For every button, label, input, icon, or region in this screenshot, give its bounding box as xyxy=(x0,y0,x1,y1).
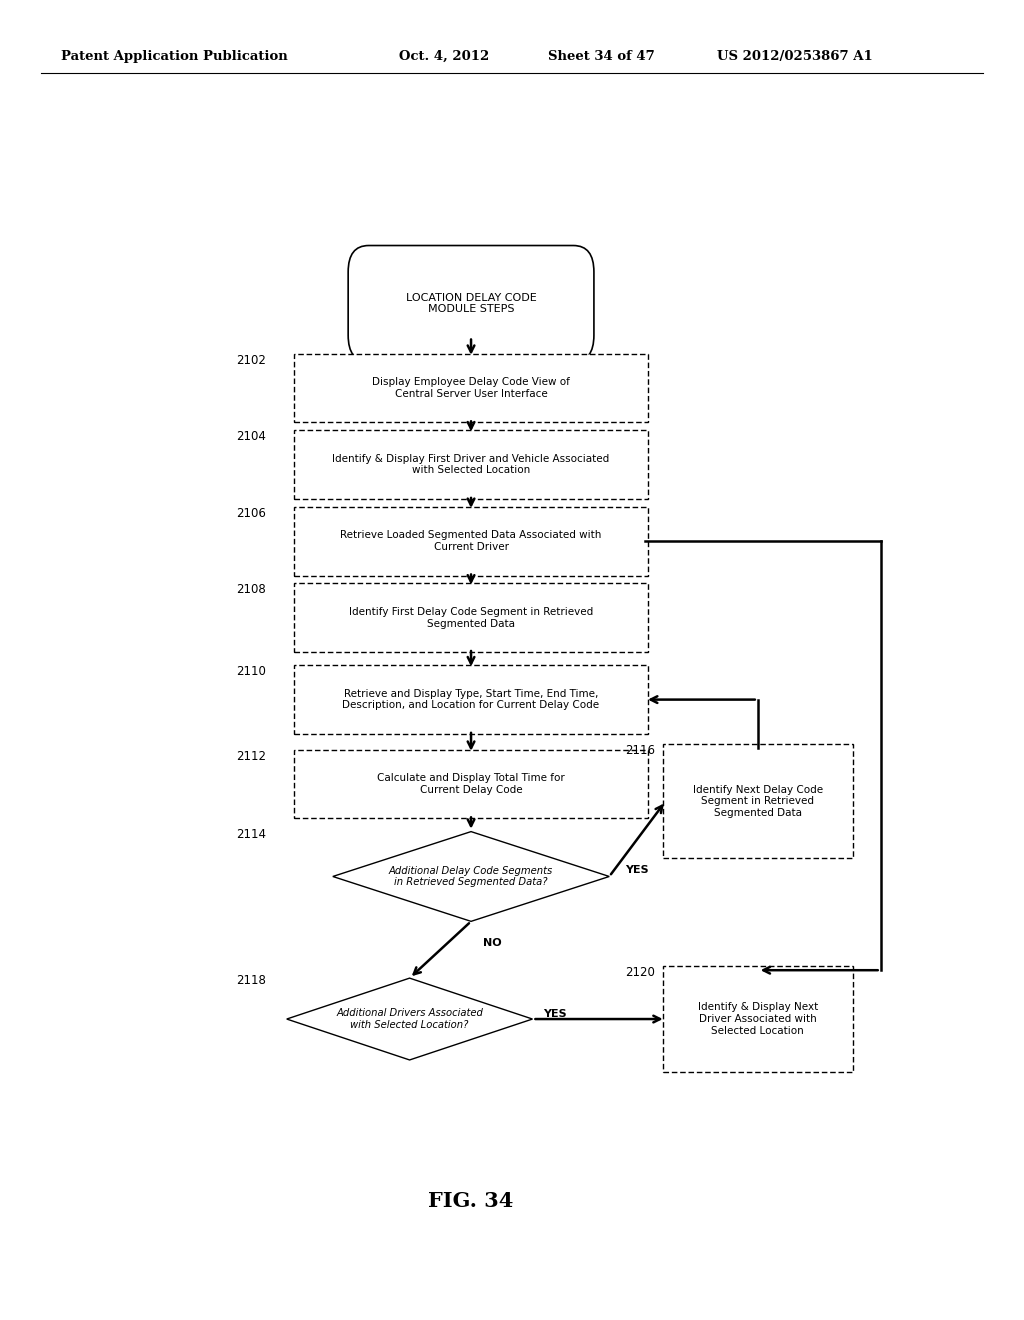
Text: FIG. 34: FIG. 34 xyxy=(428,1191,514,1212)
Text: Identify Next Delay Code
Segment in Retrieved
Segmented Data: Identify Next Delay Code Segment in Retr… xyxy=(692,784,823,818)
FancyBboxPatch shape xyxy=(294,430,648,499)
FancyBboxPatch shape xyxy=(663,744,853,858)
Text: 2110: 2110 xyxy=(237,665,266,678)
Text: 2116: 2116 xyxy=(626,744,655,758)
FancyBboxPatch shape xyxy=(294,354,648,422)
Text: Display Employee Delay Code View of
Central Server User Interface: Display Employee Delay Code View of Cent… xyxy=(372,378,570,399)
Text: 2112: 2112 xyxy=(237,750,266,763)
FancyBboxPatch shape xyxy=(294,665,648,734)
FancyBboxPatch shape xyxy=(294,507,648,576)
Text: Identify & Display First Driver and Vehicle Associated
with Selected Location: Identify & Display First Driver and Vehi… xyxy=(333,454,609,475)
Text: NO: NO xyxy=(483,939,502,948)
Text: 2114: 2114 xyxy=(237,828,266,841)
FancyBboxPatch shape xyxy=(294,750,648,818)
Text: YES: YES xyxy=(543,1008,566,1019)
Text: 2108: 2108 xyxy=(237,583,266,597)
FancyBboxPatch shape xyxy=(348,246,594,362)
Polygon shape xyxy=(333,832,609,921)
Text: 2106: 2106 xyxy=(237,507,266,520)
Text: YES: YES xyxy=(625,865,648,875)
Text: 2102: 2102 xyxy=(237,354,266,367)
FancyBboxPatch shape xyxy=(663,966,853,1072)
Text: 2118: 2118 xyxy=(237,974,266,987)
Text: US 2012/0253867 A1: US 2012/0253867 A1 xyxy=(717,50,872,63)
FancyBboxPatch shape xyxy=(294,583,648,652)
Text: Retrieve Loaded Segmented Data Associated with
Current Driver: Retrieve Loaded Segmented Data Associate… xyxy=(340,531,602,552)
Text: 2104: 2104 xyxy=(237,430,266,444)
Text: LOCATION DELAY CODE
MODULE STEPS: LOCATION DELAY CODE MODULE STEPS xyxy=(406,293,537,314)
Text: Sheet 34 of 47: Sheet 34 of 47 xyxy=(548,50,654,63)
Text: Additional Drivers Associated
with Selected Location?: Additional Drivers Associated with Selec… xyxy=(336,1008,483,1030)
Text: Patent Application Publication: Patent Application Publication xyxy=(61,50,288,63)
Text: Retrieve and Display Type, Start Time, End Time,
Description, and Location for C: Retrieve and Display Type, Start Time, E… xyxy=(342,689,600,710)
Text: Additional Delay Code Segments
in Retrieved Segmented Data?: Additional Delay Code Segments in Retrie… xyxy=(389,866,553,887)
Text: Oct. 4, 2012: Oct. 4, 2012 xyxy=(399,50,489,63)
Text: Identify First Delay Code Segment in Retrieved
Segmented Data: Identify First Delay Code Segment in Ret… xyxy=(349,607,593,628)
Text: Calculate and Display Total Time for
Current Delay Code: Calculate and Display Total Time for Cur… xyxy=(377,774,565,795)
Text: 2120: 2120 xyxy=(626,966,655,979)
Text: Identify & Display Next
Driver Associated with
Selected Location: Identify & Display Next Driver Associate… xyxy=(697,1002,818,1036)
Polygon shape xyxy=(287,978,532,1060)
